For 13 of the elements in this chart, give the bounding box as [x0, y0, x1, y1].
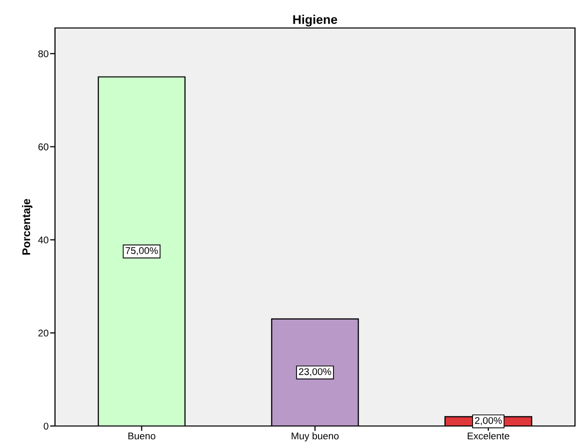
data-label: 2,00%	[475, 417, 502, 426]
data-label: 23,00%	[299, 368, 332, 376]
y-tick-label: 40	[38, 236, 48, 244]
x-tick-label: Bueno	[128, 432, 156, 440]
y-tick-label: 20	[38, 330, 48, 337]
x-tick-label: Excelente	[468, 432, 510, 440]
x-tick-label: Muy bueno	[292, 432, 339, 442]
y-tick-label: 80	[38, 50, 48, 58]
y-axis-title: Porcentaje	[22, 198, 32, 255]
data-label: 75,00%	[126, 247, 158, 256]
y-tick-label: 0	[44, 422, 48, 430]
y-tick-label: 60	[38, 143, 48, 150]
chart-title: Higiene	[293, 14, 338, 26]
